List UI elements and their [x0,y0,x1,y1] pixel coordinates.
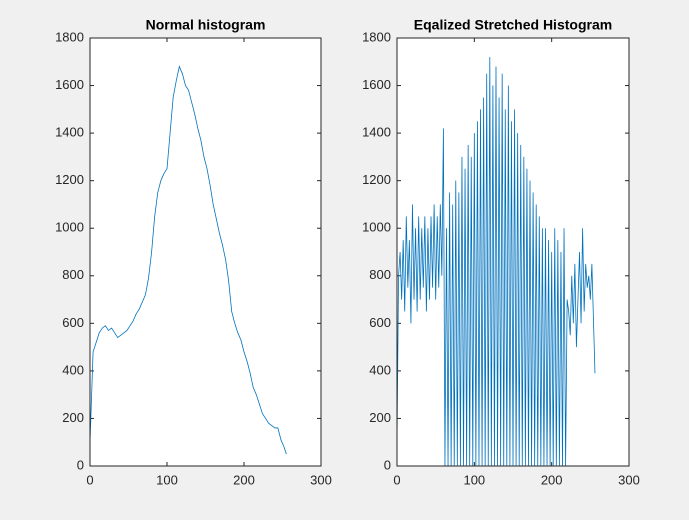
x-tick-label: 100 [156,472,178,487]
plot-area [90,38,321,466]
y-tick-label: 800 [369,267,391,282]
y-tick-label: 200 [369,410,391,425]
y-tick-label: 1400 [55,125,84,140]
x-tick-label: 0 [86,472,93,487]
y-tick-label: 0 [384,457,391,472]
chart-title: Normal histogram [146,17,266,33]
y-tick-label: 1400 [362,125,391,140]
y-tick-label: 1200 [55,172,84,187]
x-tick-label: 300 [310,472,332,487]
y-tick-label: 200 [62,410,84,425]
axes-box [89,37,322,467]
x-tick-label: 200 [233,472,255,487]
axes-box [396,37,630,467]
chart-title: Eqalized Stretched Histogram [414,17,612,33]
x-tick-label: 200 [541,472,563,487]
x-tick-label: 300 [618,472,640,487]
y-tick-label: 1800 [362,29,391,44]
y-tick-label: 1000 [362,220,391,235]
y-tick-label: 1800 [55,29,84,44]
y-tick-label: 800 [62,267,84,282]
y-tick-label: 1000 [55,220,84,235]
data-line [89,65,287,455]
y-tick-label: 400 [62,362,84,377]
y-tick-label: 600 [369,315,391,330]
y-tick-label: 0 [77,457,84,472]
y-tick-label: 600 [62,315,84,330]
y-tick-label: 1600 [55,77,84,92]
x-tick-label: 100 [463,472,485,487]
data-line [396,57,596,467]
x-tick-label: 0 [393,472,400,487]
y-tick-label: 1200 [362,172,391,187]
y-tick-label: 400 [369,362,391,377]
y-tick-label: 1600 [362,77,391,92]
